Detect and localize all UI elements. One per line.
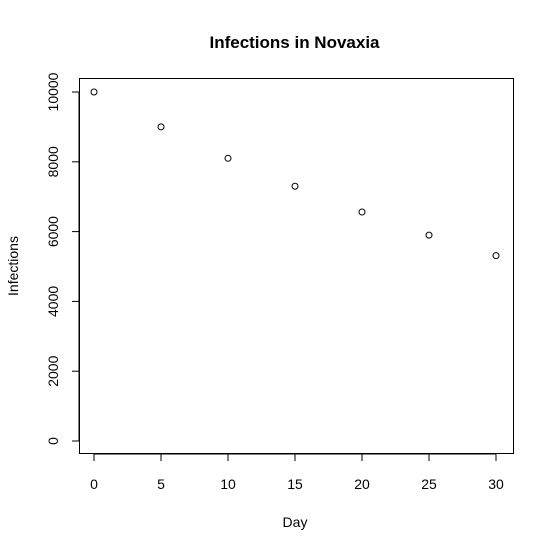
data-point — [291, 182, 299, 190]
y-tick-label: 2000 — [45, 355, 61, 386]
data-point — [358, 208, 366, 216]
chart-title: Infections in Novaxia — [209, 33, 380, 52]
data-point — [224, 154, 232, 162]
y-tick-label: 10000 — [45, 72, 61, 111]
data-point — [157, 123, 165, 131]
x-tick-label: 15 — [287, 476, 303, 492]
data-point — [90, 88, 98, 96]
x-tick-label: 20 — [354, 476, 370, 492]
data-points — [90, 88, 500, 260]
y-tick-label: 8000 — [45, 146, 61, 177]
y-axis-ticks: 0 2000 4000 6000 8000 10000 — [45, 72, 79, 445]
plot-frame — [79, 78, 514, 454]
data-point — [492, 252, 500, 260]
x-tick-label: 30 — [488, 476, 504, 492]
x-tick-label: 10 — [220, 476, 236, 492]
y-axis-label: Infections — [5, 236, 21, 296]
x-axis-label: Day — [283, 514, 308, 530]
y-tick-label: 4000 — [45, 286, 61, 317]
x-tick-label: 5 — [157, 476, 165, 492]
x-tick-label: 25 — [421, 476, 437, 492]
x-tick-label: 0 — [90, 476, 98, 492]
x-axis-ticks: 0 5 10 15 20 25 30 — [90, 454, 504, 492]
y-tick-label: 0 — [45, 437, 61, 445]
data-point — [425, 231, 433, 239]
y-tick-label: 6000 — [45, 216, 61, 247]
